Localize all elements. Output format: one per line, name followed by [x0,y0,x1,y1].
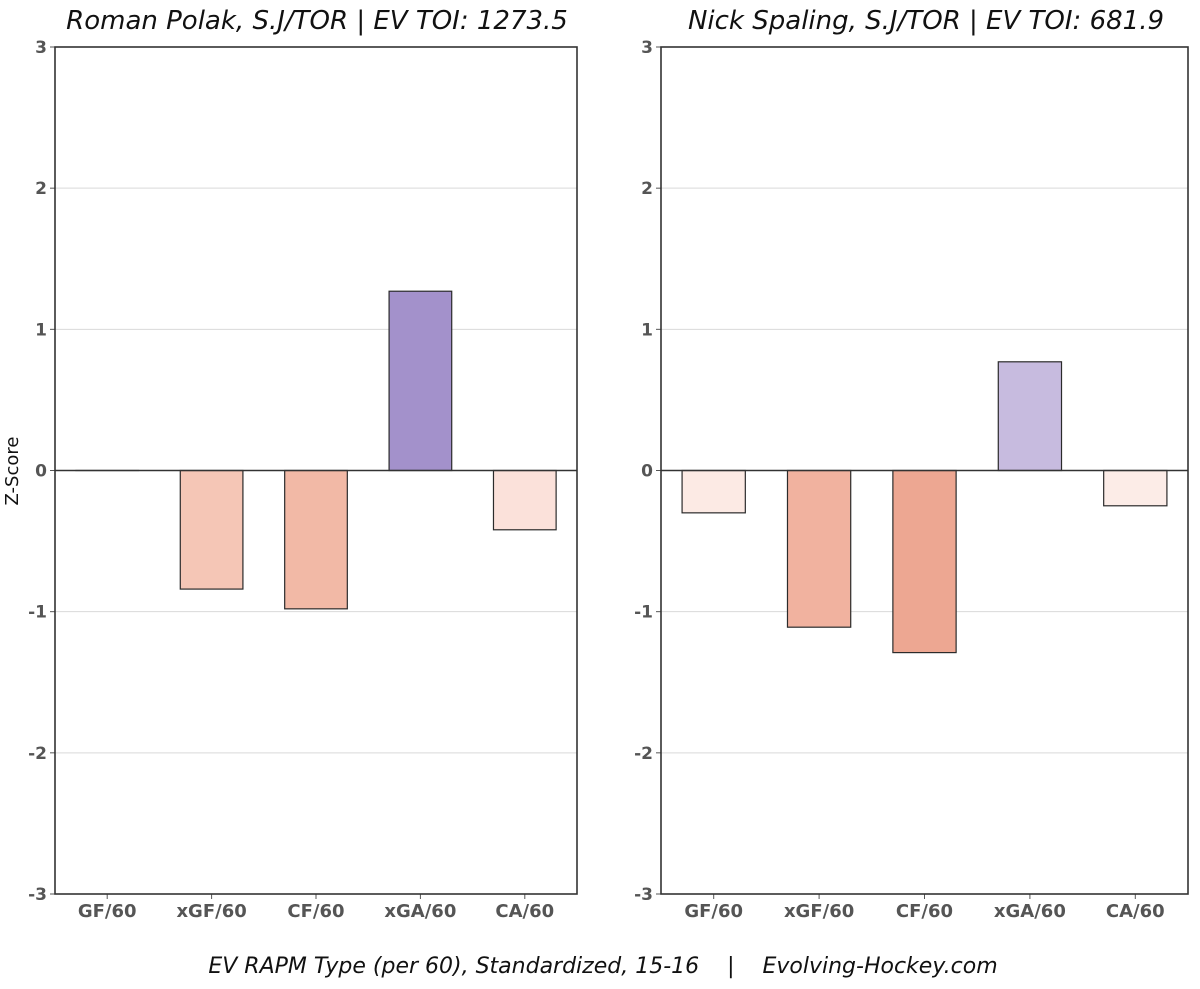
bar-cf-per-60 [892,469,957,654]
bars [75,290,557,610]
y-tick-label: -3 [634,885,653,905]
bars [681,361,1168,654]
bar-gf-per-60 [681,469,746,514]
x-tick-label: CF/60 [896,901,953,922]
plot-frame [54,46,578,895]
axes: -3 -2 -1 0 1 2 3 GF/60 xGF/60 CF/60 xGA/60 CA/60 [634,38,1189,922]
y-tick-label: -3 [28,885,47,905]
x-tick-label: xGA/60 [384,901,456,922]
x-tick-label: CA/60 [1106,901,1165,922]
y-tick-label: 2 [641,179,653,199]
y-axis-label: Z-Score [2,437,23,506]
y-tick-label: 3 [35,38,47,58]
panel-title: Roman Polak, S.J/TOR | EV TOI: 1273.5 [66,6,568,36]
y-tick-label: 2 [35,179,47,199]
y-tick-label: 0 [35,462,47,482]
x-tick-label: CA/60 [495,901,554,922]
bar-xga-per-60 [388,290,453,472]
y-tick-label: 1 [641,320,653,340]
panel-roman-polak: Roman Polak, S.J/TOR | EV TOI: 1273.5 Z-… [2,6,578,922]
y-tick-label: 1 [35,320,47,340]
panel-title: Nick Spaling, S.J/TOR | EV TOI: 681.9 [688,6,1164,36]
x-tick-label: CF/60 [287,901,344,922]
y-tick-label: -1 [28,603,47,623]
y-tick-label: -2 [634,744,653,764]
bar-ca-per-60 [1103,469,1168,507]
y-tick-label: -1 [634,603,653,623]
plot-frame [660,46,1189,895]
gridlines [55,187,577,754]
x-tick-label: xGA/60 [994,901,1066,922]
bar-cf-per-60 [284,469,348,610]
bar-ca-per-60 [492,469,557,531]
x-tick-label: GF/60 [684,901,743,922]
figure-caption: EV RAPM Type (per 60), Standardized, 15-… [208,954,997,979]
axes: -3 -2 -1 0 1 2 3 GF/60 xGF/60 CF/60 xGA/60 CA/60 [28,38,578,922]
x-tick-label: xGF/60 [784,901,854,922]
bar-xgf-per-60 [179,469,244,590]
y-tick-label: 3 [641,38,653,58]
y-tick-label: 0 [641,462,653,482]
panel-nick-spaling: Nick Spaling, S.J/TOR | EV TOI: 681.9 -3… [634,6,1189,922]
x-tick-label: GF/60 [78,901,137,922]
y-tick-label: -2 [28,744,47,764]
bar-xgf-per-60 [786,469,852,628]
x-tick-label: xGF/60 [176,901,246,922]
bar-xga-per-60 [997,361,1063,472]
